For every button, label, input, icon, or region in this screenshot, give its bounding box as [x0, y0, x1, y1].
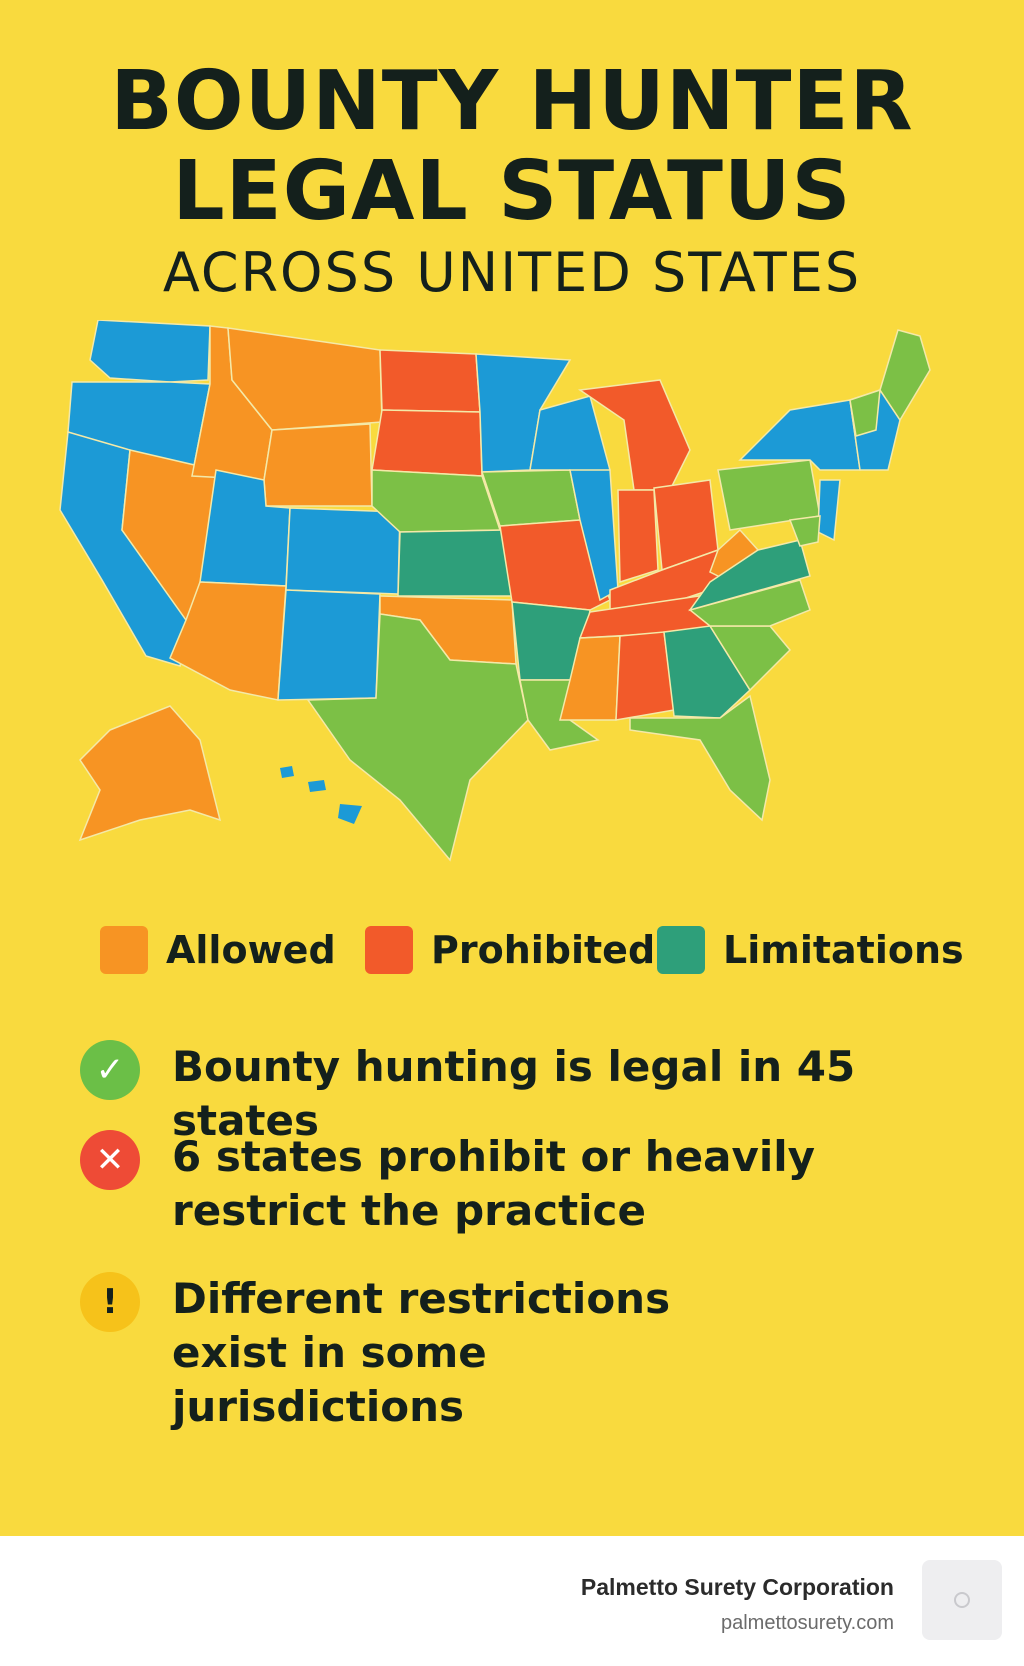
point-restrictions-text: Different restrictions exist in some jur… — [172, 1274, 671, 1431]
title-line-1: BOUNTY HUNTER — [110, 54, 914, 149]
legend-item-prohibited: Prohibited — [365, 922, 655, 978]
state-nebraska — [371, 469, 502, 533]
state-alaska — [78, 705, 222, 842]
state-hawaii-1 — [280, 766, 294, 778]
point-restrictions: ! Different restrictions exist in some j… — [80, 1272, 980, 1434]
point-legal-text: Bounty hunting is legal in 45 states — [172, 1042, 856, 1145]
warning-icon: ! — [80, 1272, 140, 1332]
state-north-carolina — [688, 579, 811, 627]
legend-label-limitations: Limitations — [723, 928, 964, 972]
state-georgia — [663, 625, 751, 719]
state-arizona — [169, 581, 287, 701]
state-colorado — [285, 507, 401, 595]
footer: Palmetto Surety Corporation palmettosure… — [0, 1536, 1024, 1666]
state-hawaii-3 — [338, 804, 362, 824]
state-kansas — [397, 529, 513, 597]
check-icon: ✓ — [80, 1040, 140, 1100]
legend-label-allowed: Allowed — [166, 928, 336, 972]
point-legal: ✓ Bounty hunting is legal in 45 states — [80, 1040, 980, 1148]
legend-item-allowed: Allowed — [100, 922, 336, 978]
legend-swatch-allowed — [100, 926, 148, 974]
point-prohibit-text: 6 states prohibit or heavily restrict th… — [172, 1132, 816, 1235]
state-indiana — [617, 489, 659, 584]
state-vermont-nh — [849, 388, 881, 437]
logo-icon — [954, 1592, 970, 1608]
state-mississippi — [559, 635, 621, 721]
title-line-2: LEGAL STATUS — [172, 144, 852, 239]
us-map — [59, 320, 931, 862]
state-new-york — [738, 399, 861, 471]
legend-label-prohibited: Prohibited — [431, 928, 656, 972]
point-prohibit: ✕ 6 states prohibit or heavily restrict … — [80, 1130, 980, 1238]
state-missouri — [499, 519, 611, 611]
company-website[interactable]: palmettosurety.com — [720, 1612, 894, 1634]
state-virginia — [688, 539, 811, 612]
cross-icon: ✕ — [80, 1130, 140, 1190]
state-hawaii-2 — [308, 780, 326, 792]
state-new-mexico — [277, 589, 381, 701]
state-iowa — [480, 469, 581, 527]
state-delaware-md — [788, 515, 821, 547]
state-florida — [629, 694, 771, 822]
state-new-jersey — [817, 479, 841, 542]
legend-swatch-prohibited — [365, 926, 413, 974]
infographic-poster: BOUNTY HUNTER LEGAL STATUS ACROSS UNITED… — [0, 54, 1024, 1434]
state-washington — [89, 320, 211, 383]
state-wyoming — [263, 423, 373, 507]
state-maine — [879, 329, 931, 422]
state-texas — [306, 613, 529, 862]
legend-item-limitations: Limitations — [657, 922, 964, 978]
company-logo — [922, 1560, 1002, 1640]
state-north-dakota — [379, 349, 481, 413]
legend-swatch-limitations — [657, 926, 705, 974]
legend: Allowed Prohibited Limitations — [0, 922, 1024, 982]
company-name: Palmetto Surety Corporation — [580, 1574, 894, 1600]
subtitle: ACROSS UNITED STATES — [162, 241, 862, 304]
state-illinois — [569, 469, 619, 602]
state-south-dakota — [371, 409, 483, 477]
